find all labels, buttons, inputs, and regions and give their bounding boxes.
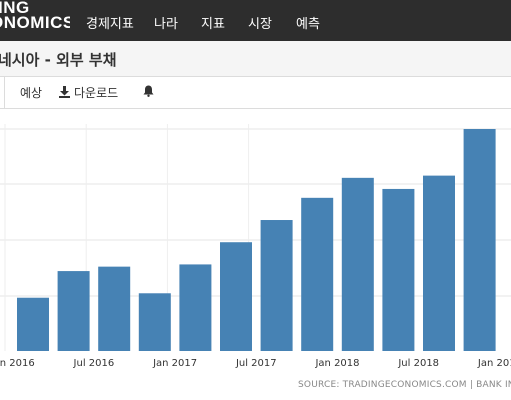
nav-markets[interactable]: 시장 bbox=[248, 17, 272, 32]
alert-button[interactable] bbox=[143, 85, 154, 100]
nav-indicator[interactable]: 지표 bbox=[201, 17, 225, 32]
tab-forecast[interactable]: 예상 bbox=[20, 86, 43, 100]
page-title: 네시아 - 외부 부채 bbox=[0, 51, 117, 69]
bar-q2-2016[interactable] bbox=[57, 271, 90, 351]
download-icon bbox=[59, 86, 70, 98]
bar-q4-2016[interactable] bbox=[138, 293, 171, 351]
bar-q1-2017[interactable] bbox=[179, 264, 212, 351]
x-tick-label: Jan 2016 bbox=[0, 358, 35, 369]
bell-icon bbox=[143, 85, 154, 97]
bar-q4-2017[interactable] bbox=[301, 197, 334, 351]
download-label: 다운로드 bbox=[74, 86, 119, 100]
tab-divider bbox=[4, 77, 5, 108]
bar-q4-2018[interactable] bbox=[463, 129, 496, 351]
logo-line1: ING bbox=[0, 0, 30, 17]
bar-q3-2018[interactable] bbox=[423, 175, 455, 351]
bar-q3-2017[interactable] bbox=[260, 220, 293, 351]
logo[interactable]: ING ONOMICS bbox=[0, 0, 70, 41]
x-tick-label: Jul 2018 bbox=[397, 358, 439, 369]
bar-q1-2018[interactable] bbox=[341, 177, 374, 351]
bar-q2-2018[interactable] bbox=[382, 188, 415, 351]
x-tick-label: Jul 2017 bbox=[235, 358, 277, 369]
logo-line2: ONOMICS bbox=[0, 13, 70, 32]
nav-indicators[interactable]: 경제지표 bbox=[86, 17, 134, 32]
nav-forecast[interactable]: 예측 bbox=[296, 17, 320, 32]
x-tick-label: Jan 2018 bbox=[314, 358, 359, 369]
source-note: SOURCE: TRADINGECONOMICS.COM | BANK IND bbox=[298, 380, 511, 390]
chart-toolbar: 예상 다운로드 bbox=[0, 77, 511, 109]
bar-q2-2017[interactable] bbox=[220, 242, 252, 351]
nav-countries[interactable]: 나라 bbox=[154, 17, 178, 32]
tab-download[interactable]: 다운로드 bbox=[59, 84, 118, 101]
bar-q3-2016[interactable] bbox=[98, 266, 131, 351]
title-bar: 네시아 - 외부 부채 bbox=[0, 41, 511, 77]
chart-area: Jan 2016 Jul 2016 Jan 2017 Jul 2017 Jan 2018… bbox=[0, 109, 511, 379]
external-debt-bar-chart: Jan 2016 Jul 2016 Jan 2017 Jul 2017 Jan 2018… bbox=[0, 124, 511, 369]
x-tick-label: Jan 2017 bbox=[152, 358, 197, 369]
bar-q1-2016[interactable] bbox=[17, 297, 49, 351]
top-navigation-bar: ING ONOMICS 경제지표 나라 지표 시장 예측 bbox=[0, 0, 511, 41]
x-tick-label: Jan 2019 bbox=[477, 358, 511, 369]
x-tick-label: Jul 2016 bbox=[73, 358, 115, 369]
